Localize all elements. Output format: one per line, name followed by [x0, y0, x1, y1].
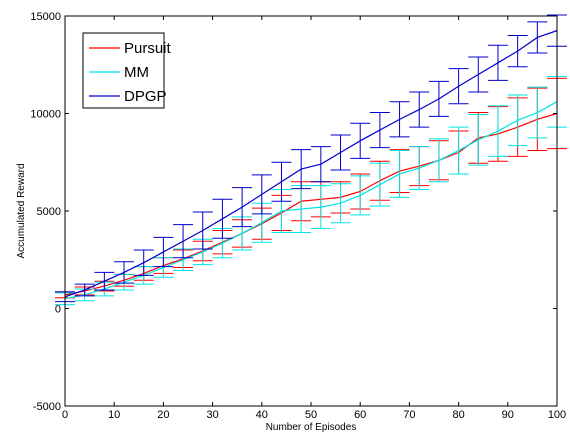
y-tick-label: -5000 [33, 401, 61, 413]
axis-ticks: 0 10 20 30 40 50 60 70 80 90 100-50000500010000150… [30, 11, 566, 421]
x-tick-label: 100 [548, 409, 566, 421]
y-axis-label: Accumulated Reward [16, 163, 27, 258]
x-tick-label: 40 [256, 409, 268, 421]
y-tick-label: 5000 [37, 206, 61, 218]
legend: Pursuit MM DPGP [82, 32, 172, 109]
x-tick-label: 0 [62, 409, 68, 421]
x-tick-label: 60 [354, 409, 366, 421]
legend-label-mm: MM [124, 64, 149, 81]
x-tick-label: 20 [157, 409, 169, 421]
series-line-dpgp [64, 30, 558, 298]
y-tick-label: 10000 [30, 109, 61, 121]
series-layer [55, 14, 567, 306]
x-tick-label: 30 [206, 409, 218, 421]
legend-label-dpgp: DPGP [124, 88, 167, 105]
series-dpgp [55, 14, 567, 303]
legend-label-pursuit: Pursuit [124, 40, 172, 57]
x-tick-label: 80 [452, 409, 464, 421]
y-tick-label: 15000 [30, 11, 61, 23]
series-line-mm [64, 101, 558, 300]
series-line-pursuit [64, 112, 558, 296]
x-tick-label: 10 [108, 409, 120, 421]
x-tick-label: 50 [305, 409, 317, 421]
series-mm [55, 75, 567, 306]
x-tick-label: 90 [502, 409, 514, 421]
x-axis-label: Number of Episodes [266, 422, 357, 433]
x-tick-label: 70 [403, 409, 415, 421]
y-tick-label: 0 [55, 304, 61, 316]
